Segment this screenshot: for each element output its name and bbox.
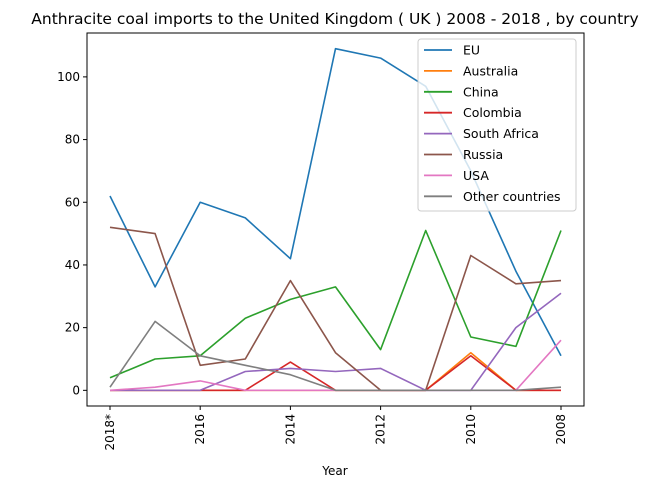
- plot-lines: [109, 47, 562, 392]
- x-axis: 2018* 2016 2014 2012 2010 2008: [103, 406, 568, 451]
- legend: EU Australia China Colombia South Africa Russ…: [417, 38, 577, 212]
- legend-label: Colombia: [463, 105, 522, 120]
- legend-label: China: [463, 84, 499, 99]
- x-tick-label: 2016: [193, 414, 207, 445]
- series-line-south-africa: [110, 292, 562, 392]
- y-tick-label: 40: [65, 258, 80, 272]
- y-axis: 0 20 40 60 80 100: [57, 70, 87, 397]
- legend-label: USA: [463, 168, 489, 183]
- x-tick-label: 2010: [464, 414, 478, 445]
- plot-frame: [86, 32, 585, 407]
- series-line-china: [109, 229, 562, 379]
- y-tick-label: 0: [72, 383, 80, 397]
- y-tick-label: 100: [57, 70, 80, 84]
- x-tick-label: 2018*: [103, 414, 117, 451]
- x-tick-label: 2012: [374, 414, 388, 445]
- legend-label: EU: [463, 43, 480, 58]
- legend-items: EU Australia China Colombia South Africa Russ…: [424, 43, 561, 204]
- series-line-russia: [109, 226, 562, 392]
- legend-box: [417, 38, 577, 212]
- legend-label: Other countries: [463, 189, 561, 204]
- y-tick-label: 80: [65, 133, 80, 147]
- y-tick-label: 20: [65, 321, 80, 335]
- x-tick-label: 2014: [283, 414, 297, 445]
- chart-title: Anthracite coal imports to the United Ki…: [31, 10, 638, 28]
- series-line-other-countries: [109, 320, 562, 392]
- legend-label: Australia: [463, 63, 518, 78]
- legend-label: South Africa: [463, 126, 539, 141]
- y-tick-label: 60: [65, 195, 80, 209]
- x-tick-label: 2008: [554, 414, 568, 445]
- x-axis-label: Year: [321, 464, 347, 478]
- legend-label: Russia: [463, 147, 503, 162]
